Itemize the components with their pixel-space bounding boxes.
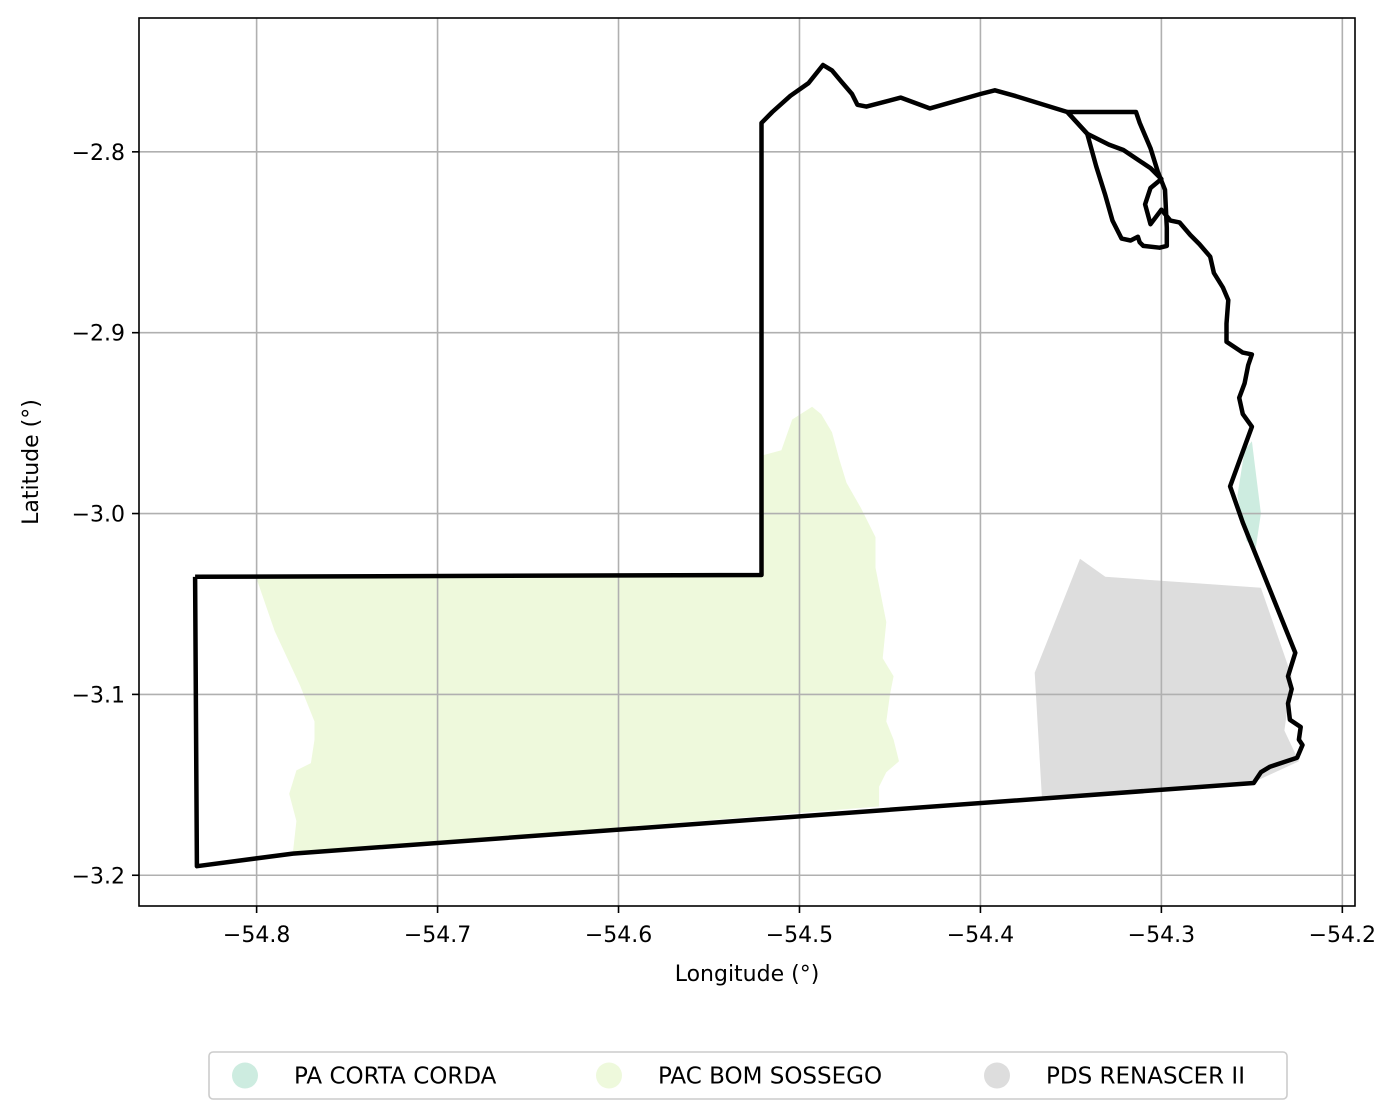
x-tick-label: −54.8 xyxy=(223,923,290,948)
x-tick-label: −54.4 xyxy=(947,923,1014,948)
legend: PA CORTA CORDA PAC BOM SOSSEGO PDS RENASCE… xyxy=(208,1051,1288,1100)
legend-marker-pa-corta-corda xyxy=(232,1062,258,1089)
area-pds-renascer-ii xyxy=(1034,558,1299,800)
area-pac-bom-sossego xyxy=(256,406,900,854)
x-axis-label: Longitude (°) xyxy=(675,962,820,987)
x-tick-label: −54.6 xyxy=(585,923,652,948)
x-tick-label: −54.3 xyxy=(1128,923,1195,948)
legend-box xyxy=(208,1051,1288,1100)
legend-label-pac-bom-sossego: PAC BOM SOSSEGO xyxy=(658,1064,882,1090)
boundary-inner-line xyxy=(1065,109,1170,250)
map-layers xyxy=(139,18,1355,906)
legend-marker-pds-renascer-ii xyxy=(984,1062,1010,1089)
y-tick-label: −3.1 xyxy=(72,683,125,708)
y-tick-label: −3.0 xyxy=(72,503,125,528)
x-tick-label: −54.7 xyxy=(404,923,471,948)
y-tick-label: −3.2 xyxy=(72,864,125,889)
legend-label-pds-renascer-ii: PDS RENASCER II xyxy=(1046,1064,1245,1090)
y-tick-label: −2.8 xyxy=(72,141,125,166)
legend-label-pa-corta-corda: PA CORTA CORDA xyxy=(294,1064,497,1090)
plot-area: −54.8 −54.7 −54.6 −54.5 −54.4 −54.3 −54.2 −2.8 −… xyxy=(72,17,1376,948)
boundary-outline xyxy=(192,62,1305,869)
x-tick-label: −54.5 xyxy=(766,923,833,948)
axes-frame xyxy=(138,17,1356,907)
x-tick-label: −54.2 xyxy=(1309,923,1376,948)
legend-marker-pac-bom-sossego xyxy=(596,1062,622,1089)
y-tick-label: −2.9 xyxy=(72,322,125,347)
y-axis-label: Latitude (°) xyxy=(19,399,44,525)
